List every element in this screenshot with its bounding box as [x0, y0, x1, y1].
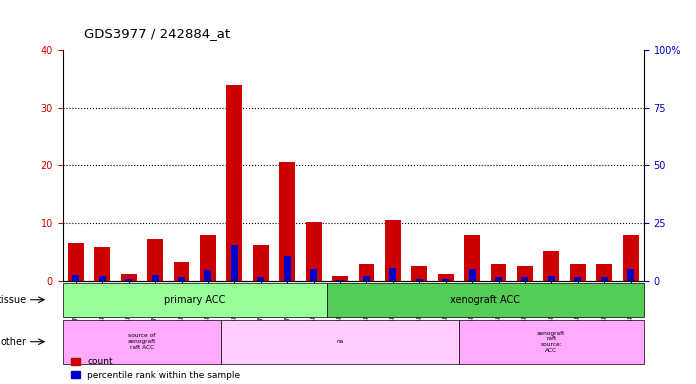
- Bar: [416, 278, 423, 281]
- Bar: [363, 276, 370, 281]
- Bar: [68, 243, 84, 281]
- Bar: [72, 275, 79, 281]
- Text: na: na: [336, 339, 344, 344]
- Bar: [152, 275, 159, 281]
- Bar: [596, 263, 612, 281]
- Bar: [279, 162, 295, 281]
- Text: other: other: [1, 337, 26, 347]
- Bar: [253, 245, 269, 281]
- Bar: [63, 283, 327, 317]
- Bar: [147, 239, 163, 281]
- Bar: [574, 277, 581, 281]
- Bar: [411, 266, 427, 281]
- Bar: [231, 245, 238, 281]
- Bar: [464, 235, 480, 281]
- Bar: [468, 269, 475, 281]
- Bar: [570, 263, 586, 281]
- Bar: [336, 280, 344, 281]
- Bar: [327, 283, 644, 317]
- Bar: [121, 274, 136, 281]
- Bar: [438, 274, 454, 281]
- Text: source of
xenograft
raft ACC: source of xenograft raft ACC: [127, 333, 156, 350]
- Text: tissue: tissue: [0, 295, 26, 305]
- Bar: [125, 278, 132, 281]
- Bar: [332, 276, 348, 281]
- Bar: [601, 277, 608, 281]
- Bar: [99, 276, 106, 281]
- Bar: [258, 277, 264, 281]
- Bar: [63, 319, 221, 364]
- Bar: [283, 256, 291, 281]
- Bar: [517, 266, 533, 281]
- Bar: [385, 220, 401, 281]
- Bar: [200, 235, 216, 281]
- Bar: [459, 319, 644, 364]
- Bar: [310, 269, 317, 281]
- Bar: [544, 251, 560, 281]
- Bar: [627, 269, 634, 281]
- Bar: [226, 84, 242, 281]
- Bar: [306, 222, 322, 281]
- Bar: [178, 277, 185, 281]
- Bar: [623, 235, 638, 281]
- Bar: [491, 263, 507, 281]
- Bar: [548, 276, 555, 281]
- Bar: [521, 277, 528, 281]
- Text: xenograft ACC: xenograft ACC: [450, 295, 521, 305]
- Bar: [205, 270, 212, 281]
- Bar: [95, 247, 110, 281]
- Text: primary ACC: primary ACC: [164, 295, 226, 305]
- Bar: [358, 263, 374, 281]
- Bar: [495, 277, 502, 281]
- Text: xenograft
raft
source:
ACC: xenograft raft source: ACC: [537, 331, 566, 353]
- Bar: [442, 278, 449, 281]
- Legend: count, percentile rank within the sample: count, percentile rank within the sample: [67, 354, 244, 383]
- Bar: [389, 268, 397, 281]
- Bar: [173, 262, 189, 281]
- Bar: [221, 319, 459, 364]
- Text: GDS3977 / 242884_at: GDS3977 / 242884_at: [84, 27, 230, 40]
